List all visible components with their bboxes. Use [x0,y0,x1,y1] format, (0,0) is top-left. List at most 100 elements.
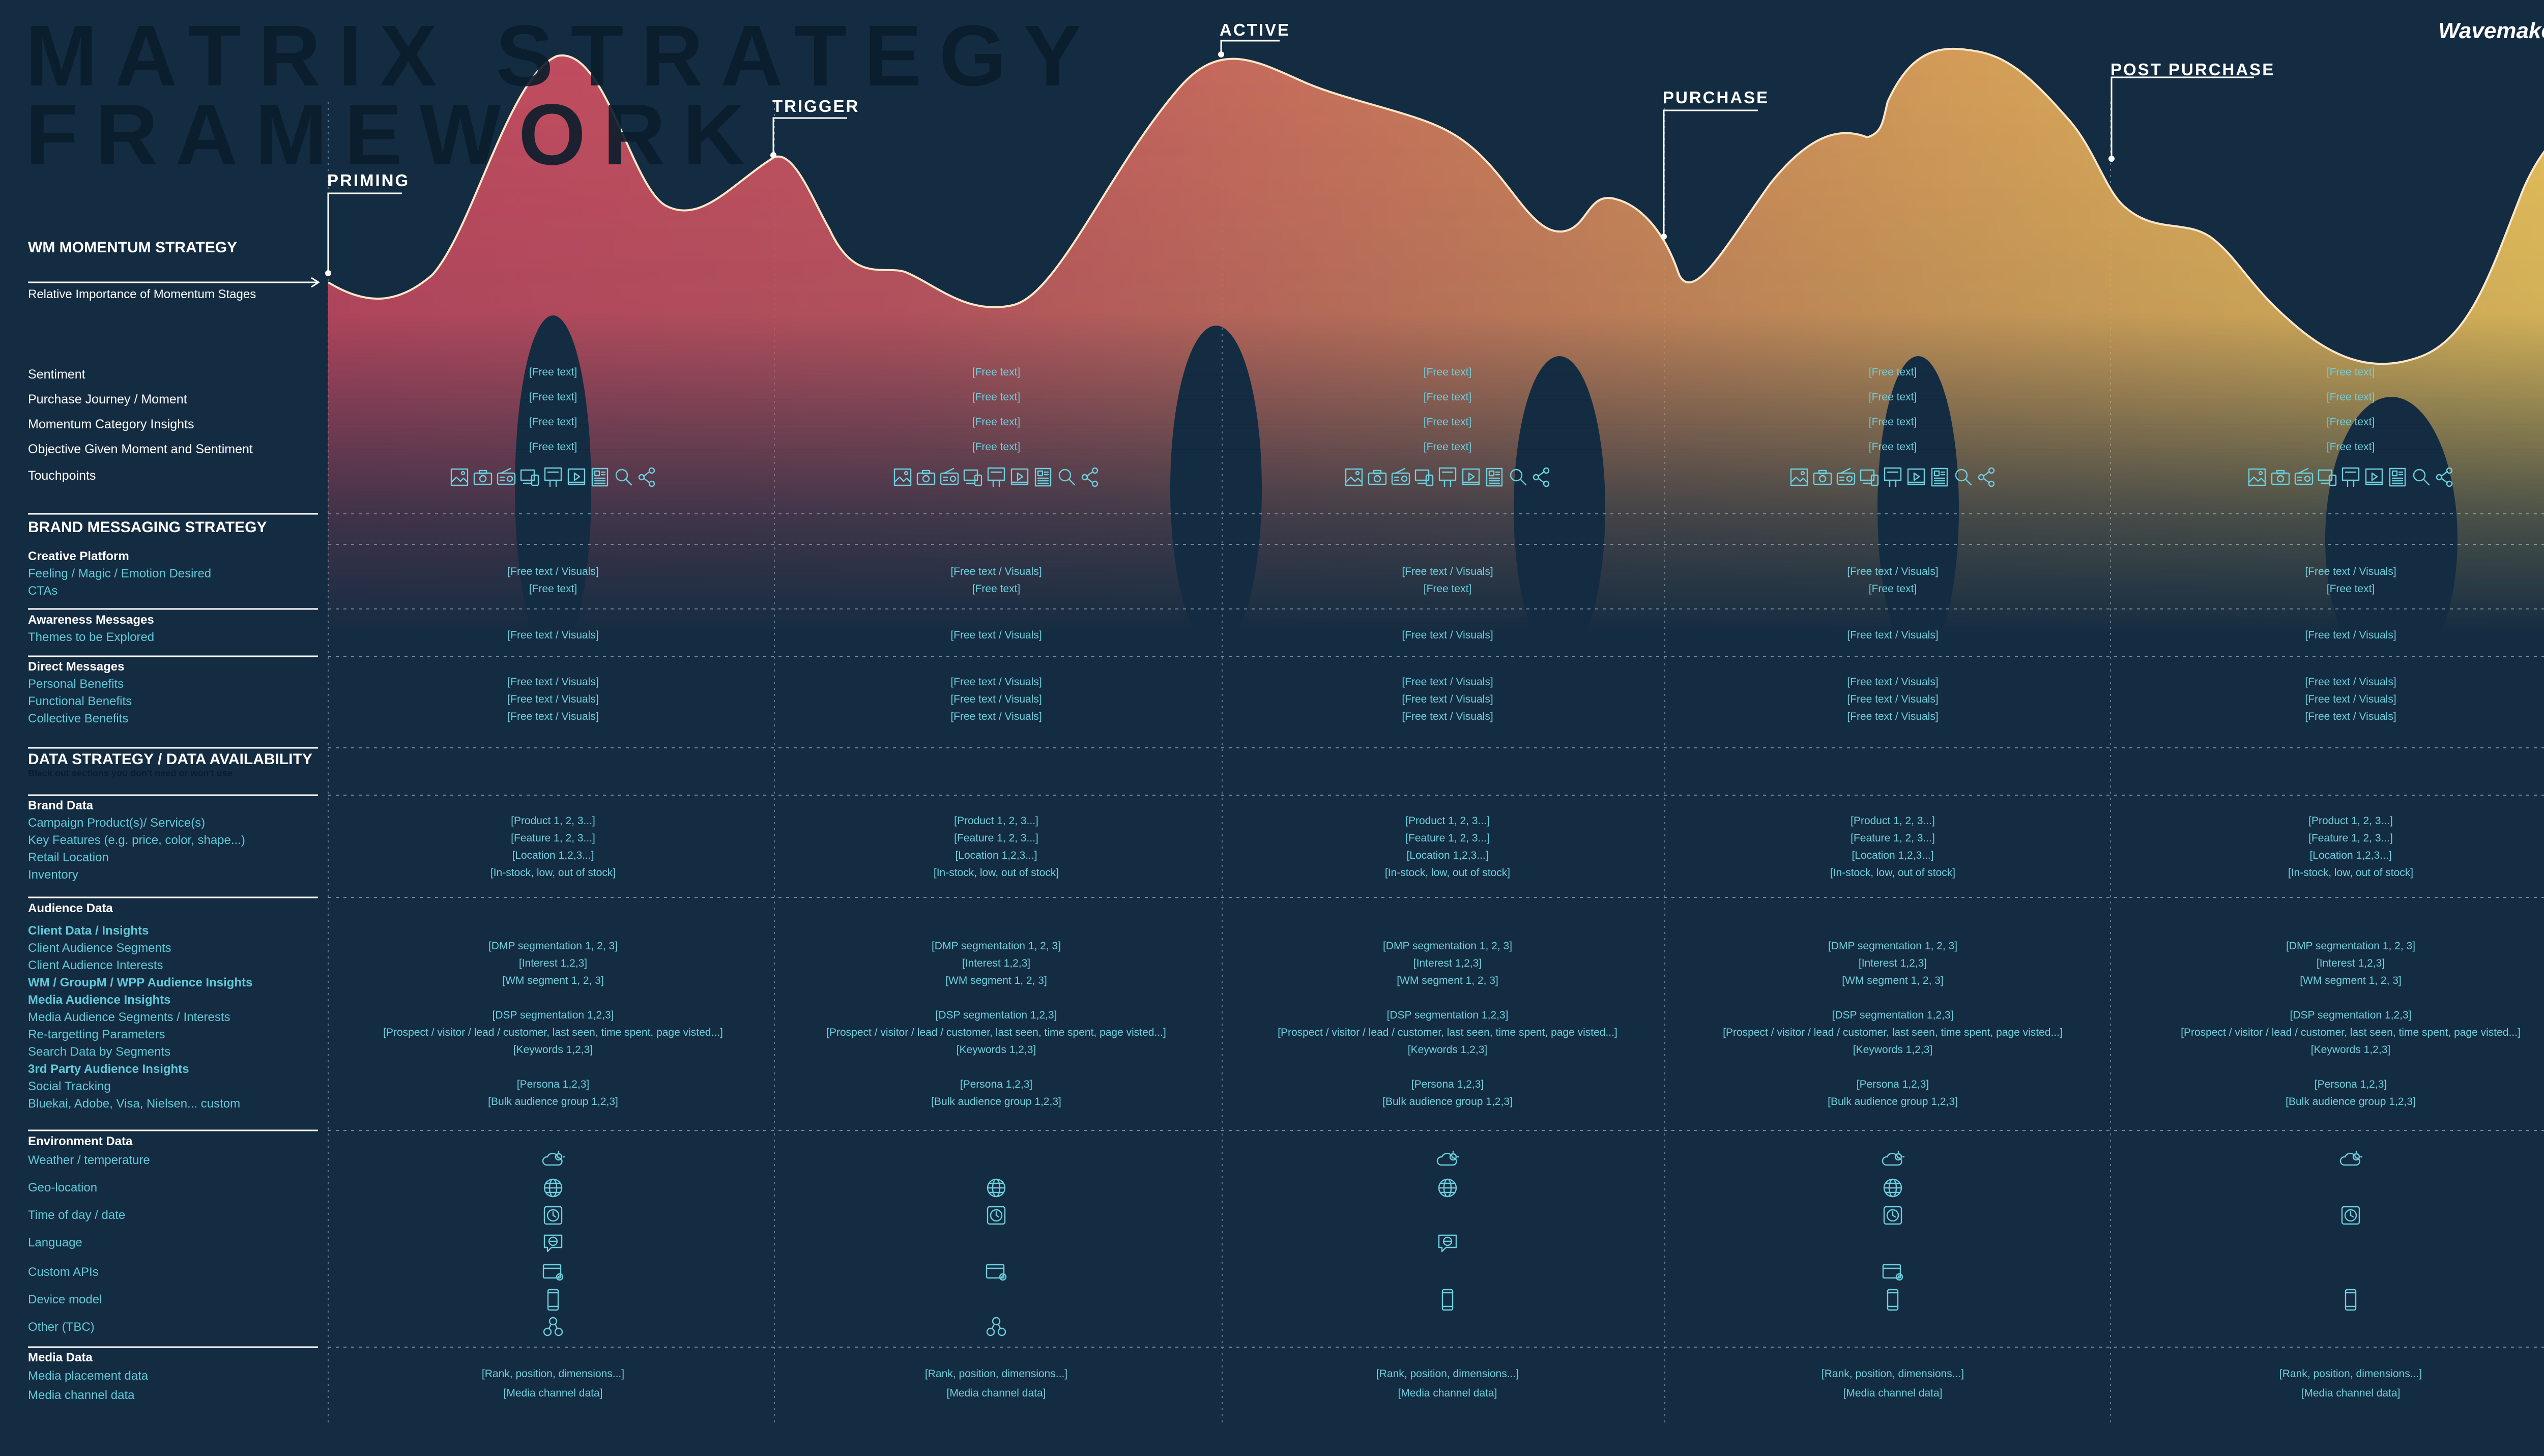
image-icon [2248,468,2266,486]
brand-data-row-label: Key Features (e.g. price, color, shape..… [28,833,245,847]
stage-label-priming: PRIMING [327,171,410,190]
momentum-free-text-col4: [Free text] [1868,441,1917,453]
v-keywords-value-col4: [Keywords 1,2,3] [1853,1044,1933,1056]
mobile-device-icon [547,1289,559,1311]
radio-icon [1836,468,1856,485]
client-segments-label: Client Audience Segments [28,941,171,955]
touchpoint-icons-col2 [892,466,1100,488]
brand-data-value-col5: [Feature 1, 2, 3...] [2308,832,2393,844]
momentum-free-text-col3: [Free text] [1423,391,1472,403]
api-window-icon [986,1264,1007,1281]
language-icon [543,1234,563,1253]
momentum-free-text-col2: [Free text] [972,391,1021,403]
v-prospect-value-col1: [Prospect / visitor / lead / customer, l… [383,1027,723,1038]
brand-data-value-col1: [In-stock, low, out of stock] [490,867,616,879]
themes-free-visuals-col2: [Free text / Visuals] [950,629,1042,641]
search-icon [615,469,632,486]
themes-free-visuals-col1: [Free text / Visuals] [507,629,599,641]
media-channel-value-col3: [Media channel data] [1398,1387,1497,1399]
brand-data-value-col5: [Product 1, 2, 3...] [2308,815,2393,827]
functional-free-visuals-col4: [Free text / Visuals] [1847,693,1939,705]
stage-callouts [28,40,2254,288]
collective-free-visuals-col2: [Free text / Visuals] [950,711,1042,722]
brand-data-value-col1: [Location 1,2,3...] [512,850,594,861]
cloud-sun-icon [2339,1150,2363,1166]
ctas-free-text-col4: [Free text] [1868,583,1917,595]
share-icon [1081,467,1098,487]
brand-messaging-heading: BRAND MESSAGING STRATEGY [28,519,267,536]
environment-row-label: Weather / temperature [28,1153,150,1167]
stage-label-trigger: TRIGGER [772,97,860,115]
billboard-icon [987,467,1005,487]
touchpoint-icons-col4 [1789,466,1997,488]
globe-icon [543,1178,563,1198]
momentum-free-text-col3: [Free text] [1423,416,1472,428]
momentum-caption: Relative Importance of Momentum Stages [28,287,256,301]
ctas-label: CTAs [28,584,58,598]
ctas-free-text-col5: [Free text] [2326,583,2375,595]
v-dsp-value-col3: [DSP segmentation 1,2,3] [1386,1009,1509,1021]
v-persona-value-col5: [Persona 1,2,3] [2314,1079,2387,1090]
media-placement-value-col1: [Rank, position, dimensions...] [481,1368,625,1380]
v-dsp-value-col2: [DSP segmentation 1,2,3] [935,1009,1057,1021]
media-placement-value-col2: [Rank, position, dimensions...] [924,1368,1068,1380]
momentum-free-text-col2: [Free text] [972,416,1021,428]
mobile-device-icon [2345,1289,2357,1311]
collective-benefits-label: Collective Benefits [28,712,129,725]
themes-label: Themes to be Explored [28,630,155,644]
newspaper-icon [1486,468,1503,487]
brand-data-row-label: Inventory [28,868,78,882]
functional-free-visuals-col3: [Free text / Visuals] [1402,693,1493,705]
environment-row-label: Geo-location [28,1181,98,1195]
momentum-row-label: Momentum Category Insights [28,417,194,431]
v-persona-value-col2: [Persona 1,2,3] [960,1079,1033,1090]
data-strategy-heading: DATA STRATEGY / DATA AVAILABILITY [28,751,312,768]
api-window-icon [542,1264,564,1281]
brand-data-value-col4: [Feature 1, 2, 3...] [1851,832,1935,844]
devices-icon [520,469,539,486]
audience-data-heading: Audience Data [28,901,113,915]
media-channel-value-col4: [Media channel data] [1843,1387,1943,1399]
momentum-row-label: Purchase Journey / Moment [28,392,187,406]
clock-icon [543,1206,563,1225]
momentum-free-text-col1: [Free text] [529,441,577,453]
functional-free-visuals-col2: [Free text / Visuals] [950,693,1042,705]
brand-data-value-col1: [Product 1, 2, 3...] [511,815,595,827]
brand-data-value-col5: [In-stock, low, out of stock] [2288,867,2414,879]
environment-row-label: Other (TBC) [28,1320,95,1334]
v-dsp-value-col4: [DSP segmentation 1,2,3] [1832,1009,1954,1021]
cloud-sun-icon [542,1150,565,1166]
media-channel-value-col5: [Media channel data] [2301,1387,2401,1399]
themes-free-visuals-col3: [Free text / Visuals] [1402,629,1493,641]
collective-free-visuals-col3: [Free text / Visuals] [1402,711,1493,722]
share-icon [638,467,655,487]
camera-icon [1368,470,1387,485]
newspaper-icon [1034,468,1052,487]
momentum-free-text-col1: [Free text] [529,416,577,428]
media-placement-label: Media placement data [28,1369,149,1383]
media-placement-value-col5: [Rank, position, dimensions...] [2279,1368,2422,1380]
personal-free-visuals-col1: [Free text / Visuals] [507,676,599,688]
page-title-line-2: FRAMEWORK [25,86,763,183]
environment-row-label: Language [28,1236,82,1249]
direct-messages-heading: Direct Messages [28,660,125,674]
search-icon [1058,469,1076,486]
v-dmp-value-col4: [DMP segmentation 1, 2, 3] [1828,940,1958,952]
video-icon [1462,468,1480,485]
brand-data-value-col4: [Location 1,2,3...] [1852,850,1934,861]
functional-free-visuals-col1: [Free text / Visuals] [507,693,599,705]
momentum-heading: WM MOMENTUM STRATEGY [28,239,238,256]
media-placement-value-col3: [Rank, position, dimensions...] [1376,1368,1519,1380]
momentum-free-text-col4: [Free text] [1868,416,1917,428]
ctas-free-text-col2: [Free text] [972,583,1021,595]
billboard-icon [544,467,562,487]
environment-data-heading: Environment Data [28,1134,133,1148]
touchpoint-icons-col3 [1344,466,1551,488]
momentum-free-text-col5: [Free text] [2326,441,2375,453]
themes-free-visuals-col5: [Free text / Visuals] [2305,629,2396,641]
environment-row-label: Time of day / date [28,1208,126,1222]
v-wm-value-col2: [WM segment 1, 2, 3] [945,975,1047,986]
media-placement-value-col4: [Rank, position, dimensions...] [1821,1368,1964,1380]
momentum-free-text-col5: [Free text] [2326,366,2375,378]
